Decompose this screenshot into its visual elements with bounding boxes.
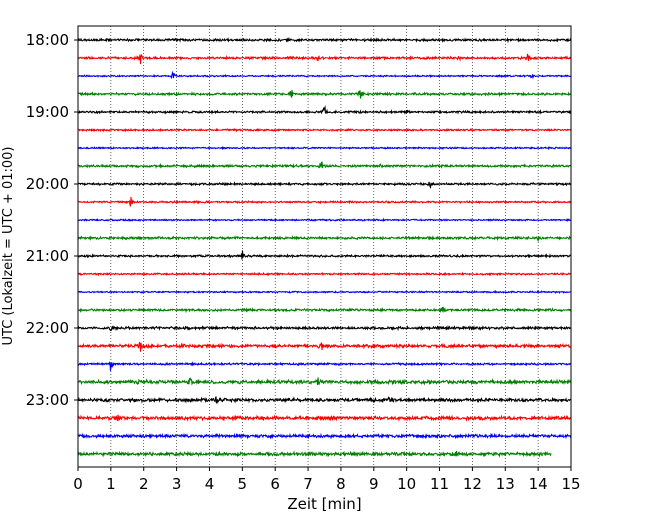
y-axis-ticks: 18:00 19:00 20:00 21:00 22:00 23:00 <box>26 31 78 409</box>
x-tick-label: 3 <box>172 475 182 493</box>
trace-2045 <box>77 234 572 243</box>
y-tick-label: 19:00 <box>26 103 69 121</box>
trace-1815 <box>77 53 572 65</box>
trace-2115 <box>77 271 572 277</box>
y-tick-label: 23:00 <box>26 391 69 409</box>
trace-2345 <box>77 450 552 458</box>
trace-1945 <box>77 161 572 169</box>
x-tick-label: 14 <box>529 475 548 493</box>
x-tick-label: 4 <box>205 475 215 493</box>
y-tick-label: 22:00 <box>26 319 69 337</box>
x-tick-label: 12 <box>463 475 482 493</box>
trace-1830 <box>77 70 572 80</box>
trace-1930 <box>77 145 572 151</box>
trace-2315 <box>77 414 572 422</box>
trace-1800 <box>77 36 572 44</box>
y-tick-label: 20:00 <box>26 175 69 193</box>
y-axis-label: UTC (Lokalzeit = UTC + 01:00) <box>1 147 16 346</box>
y-tick-label: 18:00 <box>26 31 69 49</box>
x-tick-label: 1 <box>106 475 116 493</box>
trace-2330 <box>77 432 572 440</box>
trace-2015 <box>77 196 572 207</box>
x-axis-label: Zeit [min] <box>287 495 361 513</box>
trace-2000 <box>77 181 572 189</box>
x-tick-label: 6 <box>270 475 280 493</box>
trace-2100 <box>77 250 572 260</box>
trace-2130 <box>77 289 572 295</box>
x-tick-label: 5 <box>238 475 248 493</box>
x-tick-label: 10 <box>397 475 416 493</box>
x-tick-label: 9 <box>369 475 379 493</box>
trace-1900 <box>77 105 572 115</box>
x-axis-ticks: 0 1 2 3 4 5 6 7 8 9 10 11 12 13 14 15 <box>73 467 581 493</box>
trace-2145 <box>77 306 572 314</box>
trace-2245 <box>77 377 572 386</box>
x-tick-label: 0 <box>73 475 83 493</box>
trace-layer <box>77 36 572 458</box>
y-tick-label: 21:00 <box>26 247 69 265</box>
trace-2300 <box>77 396 572 404</box>
trace-2230 <box>77 361 572 371</box>
x-tick-label: 8 <box>336 475 346 493</box>
trace-2030 <box>77 217 572 223</box>
plot-frame <box>77 25 572 468</box>
x-tick-label: 15 <box>561 475 580 493</box>
trace-1915 <box>77 127 572 133</box>
x-tick-label: 11 <box>430 475 449 493</box>
x-tick-label: 13 <box>496 475 515 493</box>
trace-2200 <box>77 324 572 332</box>
trace-2215 <box>77 341 572 352</box>
x-tick-label: 2 <box>139 475 149 493</box>
trace-1845 <box>77 89 572 99</box>
x-tick-label: 7 <box>303 475 313 493</box>
